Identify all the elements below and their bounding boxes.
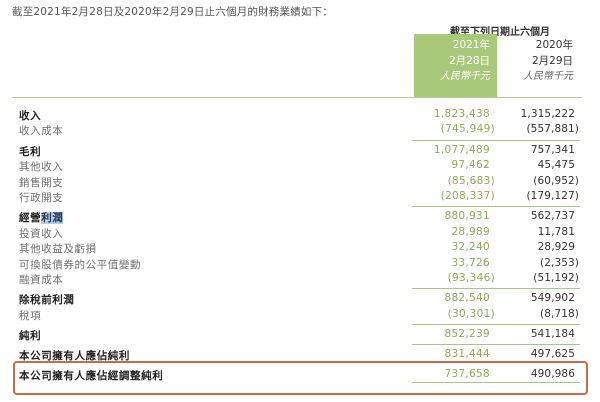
table-row-net-profit: 純利 852,239 541,184 [0,328,600,343]
value-2020: 549,902 [530,292,575,305]
subtotal-divider [0,344,600,346]
value-2020: 45,475 [537,159,575,172]
value-2021: 831,444 [444,348,490,361]
row-label: 稅項 [19,309,42,322]
row-label: 融資成本 [19,273,64,286]
value-2021: (93,346) [447,271,495,284]
table-row-profit-before-tax: 除稅前利潤 882,540 549,902 [0,292,600,307]
column-2021-unit: 人民幣千元 [440,71,490,82]
highlight-annotation-box [13,361,588,395]
value-2020: (8,718) [540,307,579,320]
subtotal-divider [0,206,600,208]
row-label: 本公司擁有人應佔經調整純利 [19,369,164,382]
row-label: 經營利潤 [19,210,64,225]
header-divider [12,97,582,98]
row-label: 純利 [19,330,42,343]
value-2020: 11,781 [537,225,575,238]
value-2021: 737,658 [444,367,490,380]
value-2021: 1,077,489 [433,143,490,156]
value-2021: 32,240 [451,241,490,254]
value-2021: (208,337) [440,189,495,202]
table-row-selling-expenses: 銷售開支 (85,683) (60,952) [0,175,600,190]
column-header-2021: 2021年 2月28日 人民幣千元 [410,37,490,85]
value-2021: 852,239 [444,328,490,341]
row-label: 毛利 [19,145,42,158]
table-row-other-gains-losses: 其他收益及虧損 32,240 28,929 [0,241,600,256]
value-2020: 1,315,222 [520,108,575,120]
value-2020: (2,353) [540,256,579,269]
selected-text[interactable]: 利潤 [41,212,64,225]
row-label: 可換股債券的公平值變動 [19,258,142,271]
value-2020: 497,625 [530,348,575,361]
value-2020: 562,737 [530,210,575,223]
column-2020-date: 2月29日 [531,55,573,67]
row-label: 收入 [19,110,42,122]
intro-text: 截至2021年2月28日及2020年2月29日止六個月的財務業績如下： [12,6,334,18]
value-2021: 882,540 [444,292,490,305]
value-2021: 880,931 [444,210,490,223]
value-2020: 28,929 [537,241,575,254]
value-2021: 33,726 [451,256,490,269]
period-header: 截至下列日期止六個月 [450,27,550,38]
table-row-net-profit-attributable: 本公司擁有人應佔純利 831,444 497,625 [0,348,600,363]
table-row-cost-of-revenue: 收入成本 (745,949) (557,881) [0,123,600,138]
value-2021: (85,683) [447,174,495,187]
table-row-tax: 稅項 (30,301) (8,718) [0,308,600,323]
column-2020-year: 2020年 [535,39,573,51]
table-row-finance-costs: 融資成本 (93,346) (51,192) [0,272,600,287]
table-row-other-income: 其他收入 97,462 45,475 [0,159,600,174]
value-2020: (179,127) [526,189,579,202]
table-row-operating-profit: 經營利潤 880,931 562,737 [0,210,600,225]
value-2020: 757,341 [530,143,575,156]
table-row-adjusted-net-profit: 本公司擁有人應佔經調整純利 737,658 490,986 [0,368,600,383]
subtotal-divider [0,139,600,141]
value-2020: 541,184 [530,328,575,341]
table-row-investment-income: 投資收入 28,989 11,781 [0,226,600,241]
row-label: 收入成本 [19,125,64,138]
value-2020: (557,881) [526,123,579,136]
row-label: 其他收益及虧損 [19,243,97,256]
value-2021: 28,989 [451,225,490,238]
column-2020-unit: 人民幣千元 [523,71,573,82]
subtotal-divider [0,288,600,290]
value-2020: 490,986 [530,367,575,380]
row-label: 銷售開支 [19,176,64,189]
column-header-2020: 2020年 2月29日 人民幣千元 [493,37,573,85]
value-2020: (60,952) [533,174,579,187]
row-label: 除稅前利潤 [19,294,75,307]
table-row-fair-value-change: 可換股債券的公平值變動 33,726 (2,353) [0,257,600,272]
value-2021: (745,949) [440,123,495,136]
row-label: 行政開支 [19,191,64,204]
column-2021-year: 2021年 [452,39,490,51]
financial-table: 收入 1,823,438 1,315,222 收入成本 (745,949) (5… [0,108,600,383]
row-label: 投資收入 [19,227,64,240]
table-row-admin-expenses: 行政開支 (208,337) (179,127) [0,190,600,205]
table-row-gross-profit: 毛利 1,077,489 757,341 [0,144,600,159]
row-label: 其他收入 [19,161,64,174]
highlight-column-2021 [414,34,497,97]
value-2021: (30,301) [447,307,495,320]
row-label: 本公司擁有人應佔純利 [19,350,130,363]
value-2021: 1,823,438 [433,108,490,120]
value-2021: 97,462 [451,159,490,172]
column-2021-date: 2月28日 [448,55,490,67]
table-row-revenue: 收入 1,823,438 1,315,222 [0,108,600,123]
row-label-part: 經營 [19,212,42,225]
value-2020: (51,192) [533,271,579,284]
total-underline [412,382,580,383]
subtotal-divider [0,324,600,326]
